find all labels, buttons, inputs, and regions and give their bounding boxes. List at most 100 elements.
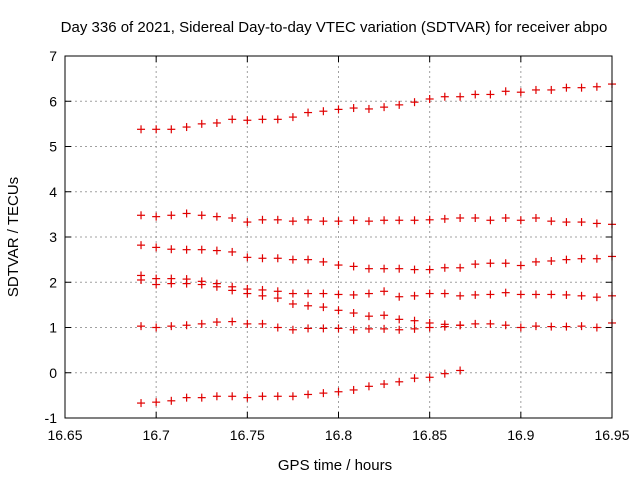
data-point (349, 104, 358, 113)
data-point (182, 321, 191, 330)
data-point (288, 217, 297, 226)
data-point (471, 319, 480, 328)
data-point (273, 323, 282, 332)
data-point (319, 107, 328, 116)
data-point (486, 290, 495, 299)
data-point (592, 293, 601, 302)
x-axis-label: GPS time / hours (278, 457, 392, 474)
data-point (380, 311, 389, 320)
x-tick-label: 16.7 (143, 427, 170, 443)
data-point (380, 103, 389, 112)
data-point (501, 288, 510, 297)
series-s6 (137, 317, 616, 334)
data-point (334, 261, 343, 270)
data-point (304, 289, 313, 298)
data-point (440, 92, 449, 101)
series-s2 (137, 209, 616, 229)
data-point (349, 216, 358, 225)
data-point (425, 94, 434, 103)
data-point (425, 323, 434, 332)
data-point (395, 377, 404, 386)
data-point (562, 322, 571, 331)
data-point (592, 254, 601, 263)
data-point (197, 280, 206, 289)
y-tick-label: 2 (49, 274, 57, 290)
data-point (288, 113, 297, 122)
data-point (531, 257, 540, 266)
data-point (212, 118, 221, 127)
data-point (592, 82, 601, 91)
data-point (395, 216, 404, 225)
data-point (182, 393, 191, 402)
data-point (471, 260, 480, 269)
data-point (380, 216, 389, 225)
data-point (486, 90, 495, 99)
data-point (440, 322, 449, 331)
data-point (425, 265, 434, 274)
data-point (137, 399, 146, 408)
data-point (471, 290, 480, 299)
data-point (364, 289, 373, 298)
data-point (410, 216, 419, 225)
data-point (212, 246, 221, 255)
data-point (425, 289, 434, 298)
data-point (547, 217, 556, 226)
data-point (212, 318, 221, 327)
data-point (334, 217, 343, 226)
data-point (319, 389, 328, 398)
data-point (334, 306, 343, 315)
data-point (228, 213, 237, 222)
data-point (243, 319, 252, 328)
data-point (319, 324, 328, 333)
data-point (501, 321, 510, 330)
data-point (197, 319, 206, 328)
data-point (334, 105, 343, 114)
y-tick-label: 1 (49, 320, 57, 336)
data-point (304, 255, 313, 264)
data-point (304, 324, 313, 333)
data-point (395, 325, 404, 334)
data-point (243, 289, 252, 298)
data-point (152, 243, 161, 252)
data-point (486, 259, 495, 268)
data-point (304, 301, 313, 310)
data-point (471, 213, 480, 222)
data-point (516, 323, 525, 332)
data-point (562, 83, 571, 92)
data-point (410, 98, 419, 107)
data-point (288, 392, 297, 401)
x-tick-label: 16.85 (412, 427, 447, 443)
data-point (456, 366, 465, 375)
data-point (258, 392, 267, 401)
data-point (167, 279, 176, 288)
data-point (547, 322, 556, 331)
data-point (410, 324, 419, 333)
data-point (197, 245, 206, 254)
data-point (167, 125, 176, 134)
data-point (547, 85, 556, 94)
data-point (531, 290, 540, 299)
data-point (577, 291, 586, 300)
data-point (380, 287, 389, 296)
data-point (152, 212, 161, 221)
series-s4 (137, 271, 616, 302)
data-point (349, 385, 358, 394)
data-point (531, 322, 540, 331)
data-point (516, 88, 525, 97)
data-point (304, 108, 313, 117)
data-point (395, 264, 404, 273)
data-point (440, 214, 449, 223)
data-point (319, 289, 328, 298)
data-point (456, 263, 465, 272)
data-point (349, 262, 358, 271)
data-point (258, 254, 267, 263)
data-point (152, 323, 161, 332)
axis-ticks: 16.65 16.7 16.75 16.8 16.85 16.9 16.95 -1 0 1 2 3 4 5… (45, 48, 630, 443)
data-point (516, 290, 525, 299)
data-point (304, 215, 313, 224)
data-point (167, 245, 176, 254)
data-point (304, 390, 313, 399)
series-s7 (137, 366, 465, 408)
chart-title: Day 336 of 2021, Sidereal Day-to-day VTE… (61, 19, 608, 36)
